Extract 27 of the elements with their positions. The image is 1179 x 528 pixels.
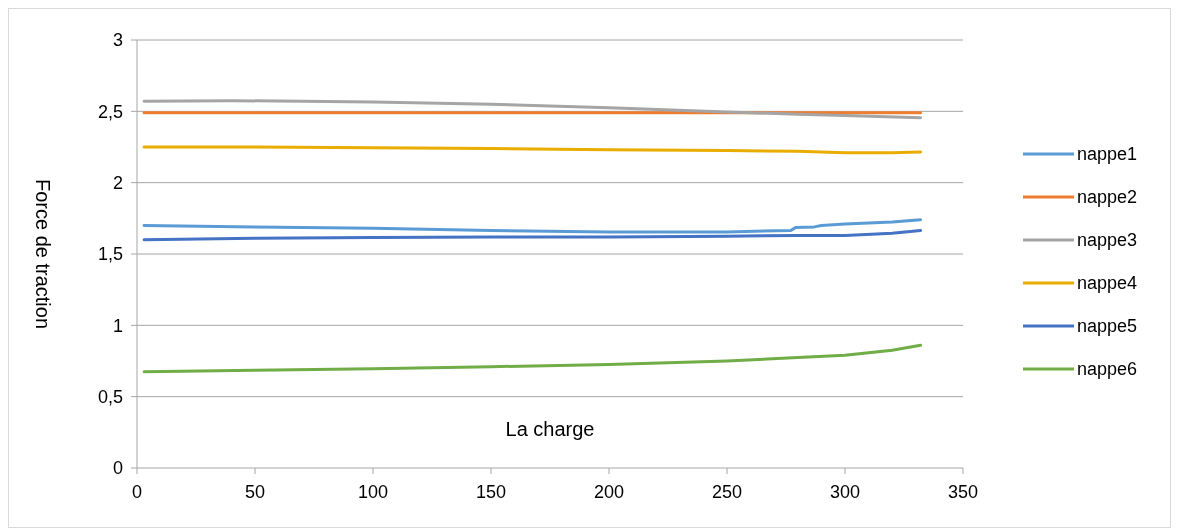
legend-label: nappe4 — [1077, 273, 1138, 294]
line-series — [142, 218, 923, 234]
y-tick-label: 1,5 — [97, 244, 123, 265]
x-tick-label: 250 — [711, 482, 743, 502]
legend-label: nappe2 — [1077, 187, 1138, 208]
legend-label: nappe1 — [1077, 144, 1138, 165]
x-tick-label: 200 — [593, 482, 625, 502]
line-series — [142, 228, 923, 242]
line-series — [142, 99, 923, 120]
x-tick-label: 50 — [244, 482, 266, 502]
line-series — [142, 343, 923, 374]
legend-label: nappe6 — [1077, 359, 1138, 380]
legend-label: nappe3 — [1077, 230, 1138, 251]
x-axis-title: La charge — [505, 418, 595, 440]
y-tick-label: 0,5 — [97, 386, 123, 407]
y-tick-label: 2,5 — [97, 101, 123, 122]
legend-label: nappe5 — [1077, 316, 1138, 337]
y-tick-label: 3 — [112, 30, 123, 51]
y-tick-label: 2 — [112, 172, 123, 193]
x-tick-label: 150 — [475, 482, 507, 502]
x-tick-label: 300 — [829, 482, 861, 502]
y-axis-title: Force de traction — [32, 178, 54, 330]
x-tick-label: 350 — [947, 482, 979, 502]
y-tick-label: 1 — [112, 315, 123, 336]
y-tick-label: 0 — [112, 458, 123, 479]
x-tick-label: 0 — [131, 482, 143, 502]
x-tick-label: 100 — [357, 482, 389, 502]
